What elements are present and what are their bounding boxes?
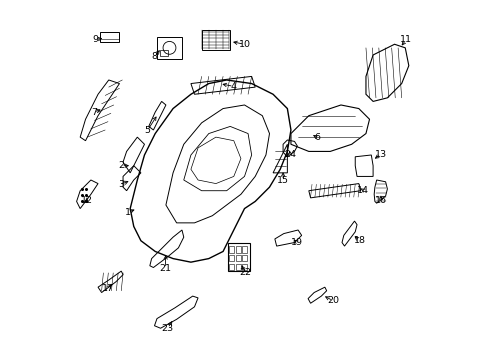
Bar (160, 50, 167, 56)
Text: 4: 4 (230, 82, 236, 91)
Bar (229, 247, 234, 253)
Text: 23: 23 (162, 324, 173, 333)
Text: 6: 6 (314, 133, 320, 142)
Bar (242, 247, 247, 253)
Text: 24: 24 (284, 150, 296, 159)
Text: 12: 12 (81, 196, 92, 205)
Bar (229, 264, 234, 270)
Text: 1: 1 (125, 208, 131, 217)
Text: 18: 18 (353, 236, 365, 245)
Text: 19: 19 (291, 238, 303, 247)
Bar (201, 30, 230, 50)
Bar (242, 264, 247, 270)
Bar (235, 255, 241, 261)
Text: 20: 20 (326, 296, 338, 305)
Text: 5: 5 (144, 126, 150, 135)
Bar (235, 264, 241, 270)
Text: 2: 2 (118, 161, 124, 170)
Bar (235, 247, 241, 253)
Bar (228, 243, 249, 271)
Text: 16: 16 (374, 196, 386, 205)
Text: 21: 21 (159, 264, 171, 273)
Text: 10: 10 (238, 40, 250, 49)
Bar (242, 255, 247, 261)
Text: 8: 8 (151, 52, 157, 61)
Text: 15: 15 (277, 176, 288, 185)
Text: 11: 11 (399, 36, 411, 45)
Text: 17: 17 (102, 284, 114, 293)
Bar (157, 37, 182, 59)
Text: 3: 3 (118, 180, 124, 189)
Text: 9: 9 (92, 35, 98, 44)
Text: 7: 7 (91, 108, 97, 117)
Text: 22: 22 (239, 268, 251, 277)
Text: 13: 13 (374, 150, 386, 159)
Bar (229, 255, 234, 261)
Bar (100, 32, 119, 42)
Text: 14: 14 (356, 185, 368, 194)
